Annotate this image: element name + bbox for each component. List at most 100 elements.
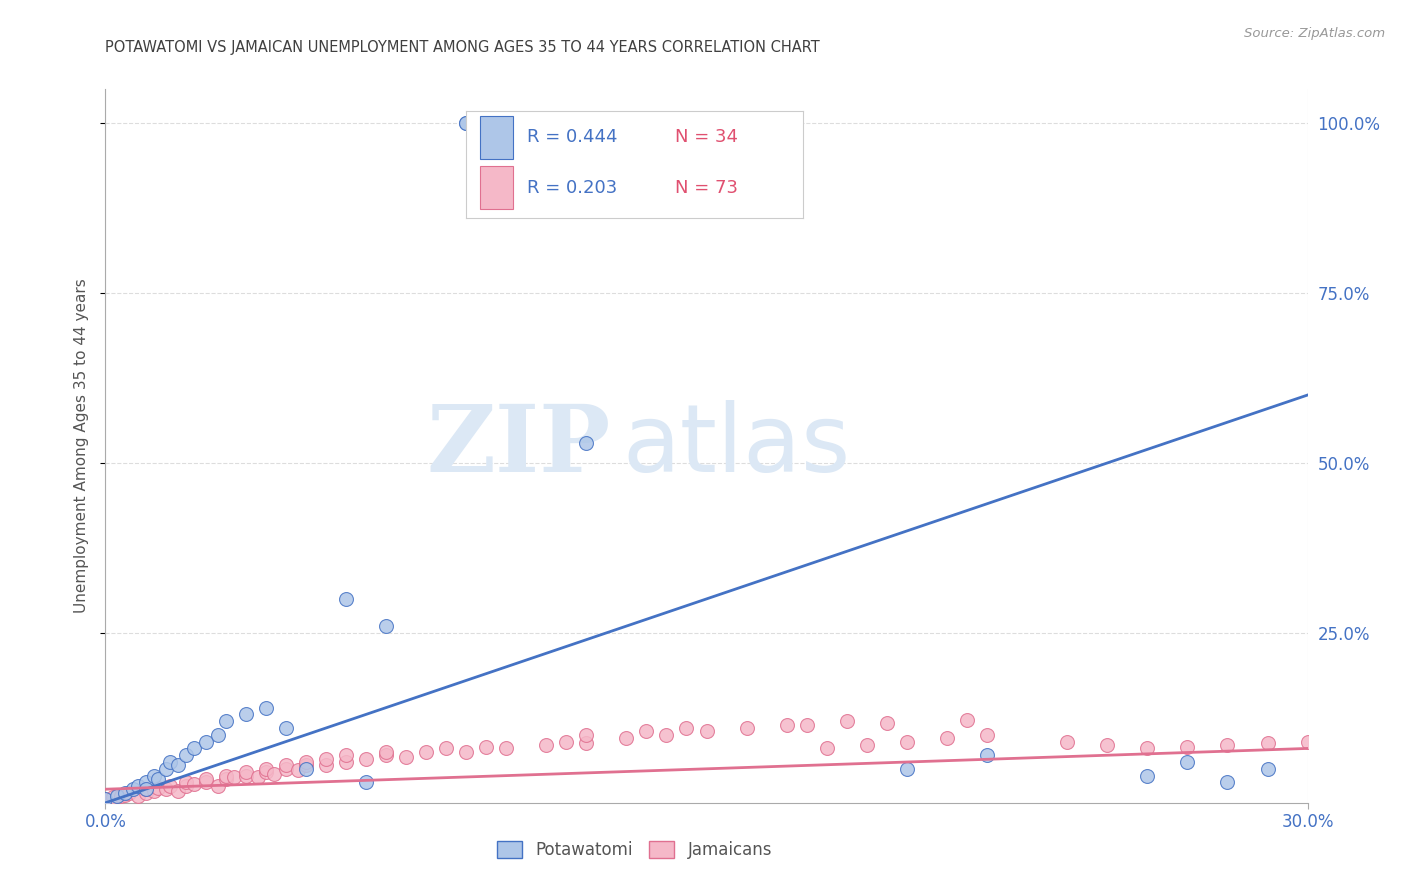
Point (1136, 769, 1159, 783)
Point (956, 713, 979, 727)
Point (415, 745, 437, 759)
Point (214, 714, 236, 729)
Point (936, 731, 959, 746)
Text: atlas: atlas (623, 400, 851, 492)
Point (1097, 738, 1119, 752)
Point (1177, 740, 1199, 755)
Point (122, 782, 145, 797)
Point (142, 769, 165, 783)
Point (575, 435, 598, 450)
Point (475, 740, 498, 755)
Point (454, 116, 477, 130)
Point (735, 721, 758, 735)
Point (374, 745, 398, 759)
Point (315, 758, 337, 772)
Point (295, 755, 318, 769)
Point (235, 707, 257, 722)
Point (315, 751, 337, 765)
Point (214, 772, 236, 786)
Point (135, 775, 157, 789)
Point (127, 779, 149, 793)
Point (335, 748, 357, 763)
Point (114, 786, 136, 800)
Point (274, 762, 297, 776)
Point (135, 782, 157, 797)
Point (194, 734, 217, 748)
Point (1136, 741, 1159, 756)
Point (1056, 734, 1078, 748)
Point (155, 782, 177, 797)
Point (855, 738, 877, 752)
Point (335, 591, 357, 606)
Point (174, 779, 197, 793)
Point (254, 765, 277, 780)
Point (107, 789, 129, 803)
Point (274, 721, 297, 735)
Point (374, 748, 398, 763)
Point (876, 715, 898, 730)
Point (135, 786, 157, 800)
Point (254, 700, 277, 714)
Point (94, 792, 117, 806)
Point (155, 762, 177, 776)
Point (94, 792, 117, 806)
Point (1216, 775, 1239, 789)
Point (1257, 762, 1279, 776)
Point (354, 775, 377, 789)
Point (655, 728, 678, 742)
Point (103, 790, 125, 805)
Point (454, 116, 477, 130)
Point (166, 758, 188, 772)
Point (796, 717, 818, 731)
Point (174, 775, 197, 789)
Point (1296, 734, 1319, 748)
Point (118, 786, 141, 800)
Point (159, 779, 181, 793)
Text: Source: ZipAtlas.com: Source: ZipAtlas.com (1244, 27, 1385, 40)
Point (575, 736, 598, 750)
Point (246, 770, 269, 784)
Point (287, 763, 309, 777)
Point (575, 728, 598, 742)
Point (495, 741, 517, 756)
Point (354, 751, 377, 765)
Point (194, 775, 217, 789)
Point (142, 783, 165, 797)
Point (114, 788, 136, 802)
Point (235, 769, 257, 783)
Point (1216, 738, 1239, 752)
Point (976, 728, 998, 742)
Point (295, 758, 318, 772)
Point (675, 721, 697, 735)
Point (395, 749, 418, 764)
Point (835, 714, 858, 729)
Y-axis label: Unemployment Among Ages 35 to 44 years: Unemployment Among Ages 35 to 44 years (75, 278, 90, 614)
Point (110, 789, 132, 803)
Point (183, 741, 205, 756)
Point (135, 782, 157, 797)
Point (174, 748, 197, 763)
Point (254, 762, 277, 776)
Point (159, 755, 181, 769)
Point (1257, 736, 1279, 750)
Point (146, 772, 169, 786)
Point (896, 762, 918, 776)
Point (127, 789, 149, 803)
Point (434, 741, 457, 756)
Point (263, 767, 285, 781)
Point (696, 116, 718, 130)
Point (976, 748, 998, 763)
Point (616, 731, 638, 746)
Point (896, 734, 918, 748)
Point (235, 765, 257, 780)
Point (166, 783, 188, 797)
Legend: Potawatomi, Jamaicans: Potawatomi, Jamaicans (491, 834, 779, 866)
Point (776, 717, 799, 731)
Point (214, 769, 236, 783)
Point (194, 772, 217, 786)
Point (534, 738, 557, 752)
Text: ZIP: ZIP (426, 401, 610, 491)
Point (207, 728, 229, 742)
Point (636, 724, 658, 739)
Point (374, 619, 398, 633)
